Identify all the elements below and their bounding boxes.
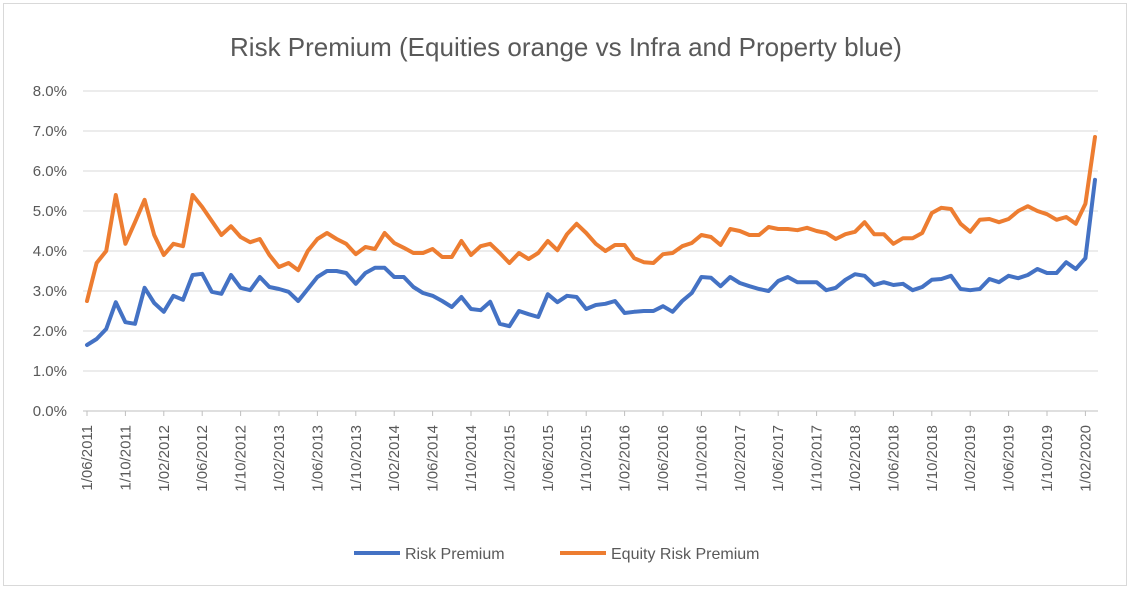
x-tick-label: 1/06/2011: [79, 425, 96, 491]
x-tick-label: 1/10/2012: [233, 425, 250, 492]
x-tick-label: 1/02/2020: [1077, 425, 1094, 492]
series-lines: [85, 135, 1097, 347]
x-tick-label: 1/10/2015: [578, 425, 595, 492]
x-tick-label: 1/06/2018: [885, 425, 902, 492]
y-tick-label: 3.0%: [33, 283, 67, 300]
x-tick-label: 1/02/2014: [386, 425, 403, 492]
x-tick-label: 1/02/2019: [962, 425, 979, 492]
x-tick-label: 1/02/2016: [617, 425, 634, 492]
x-tick-label: 1/02/2013: [271, 425, 288, 492]
y-tick-label: 0.0%: [33, 403, 67, 420]
x-tick-label: 1/06/2019: [1001, 425, 1018, 492]
x-tick-label: 1/10/2017: [809, 425, 826, 492]
series-line-risk-premium: [85, 177, 1097, 347]
gridlines: [83, 90, 1098, 412]
x-tick-label: 1/06/2017: [770, 425, 787, 492]
chart-frame: Risk Premium (Equities orange vs Infra a…: [3, 3, 1127, 586]
series-line-equity-risk-premium: [85, 135, 1097, 303]
x-tick-label: 1/10/2011: [117, 425, 134, 491]
x-tick-label: 1/06/2012: [194, 425, 211, 492]
x-tick-label: 1/06/2013: [309, 425, 326, 492]
x-tick-label: 1/10/2016: [693, 425, 710, 492]
x-tick-label: 1/02/2018: [847, 425, 864, 492]
legend-label-equity-risk-premium: Equity Risk Premium: [611, 546, 759, 563]
y-tick-label: 5.0%: [33, 203, 67, 220]
y-tick-label: 1.0%: [33, 363, 67, 380]
x-tick-label: 1/06/2016: [655, 425, 672, 492]
x-tick-label: 1/02/2015: [501, 425, 518, 492]
y-tick-label: 7.0%: [33, 123, 67, 140]
x-tick-label: 1/02/2017: [732, 425, 749, 492]
x-tick-label: 1/10/2019: [1039, 425, 1056, 492]
y-tick-label: 8.0%: [33, 83, 67, 100]
legend: Risk Premium Equity Risk Premium: [354, 546, 759, 563]
y-tick-label: 4.0%: [33, 243, 67, 260]
x-tick-label: 1/10/2013: [348, 425, 365, 492]
y-tick-label: 6.0%: [33, 163, 67, 180]
x-tick-label: 1/06/2014: [425, 425, 442, 492]
line-chart: Risk Premium (Equities orange vs Infra a…: [33, 32, 1098, 563]
x-axis: 1/06/2011 1/10/2011 1/02/2012 1/06/2012 1/10…: [79, 411, 1094, 492]
legend-label-risk-premium: Risk Premium: [405, 546, 505, 563]
y-axis: 0.0% 1.0% 2.0% 3.0% 4.0% 5.0% 6.0% 7.0% 8.0%: [33, 83, 67, 420]
y-tick-label: 2.0%: [33, 323, 67, 340]
chart-title: Risk Premium (Equities orange vs Infra a…: [230, 32, 902, 62]
x-tick-label: 1/02/2012: [156, 425, 173, 492]
x-tick-label: 1/10/2014: [463, 425, 480, 492]
x-tick-label: 1/06/2015: [540, 425, 557, 492]
x-tick-label: 1/10/2018: [924, 425, 941, 492]
